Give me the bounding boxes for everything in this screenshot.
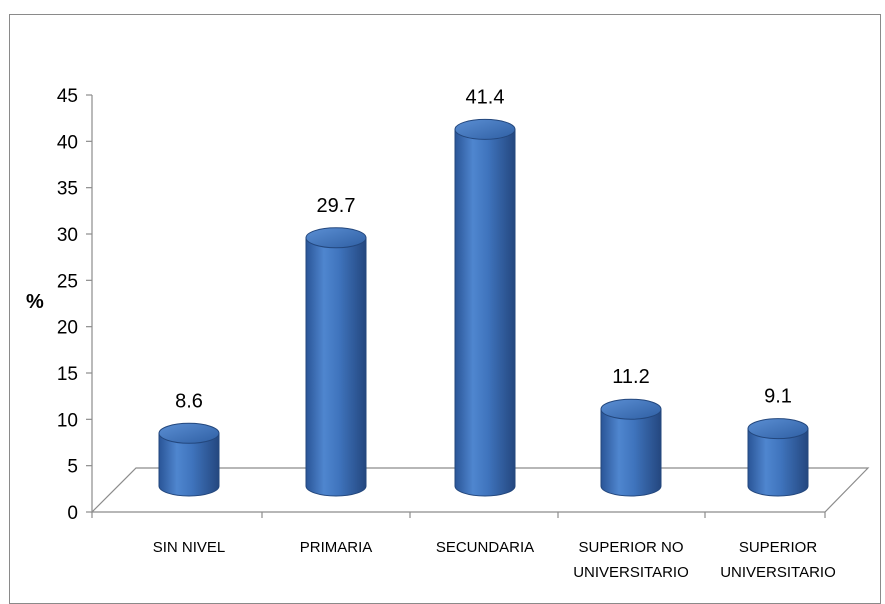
bar-0	[158, 422, 220, 497]
y-tick-label: 30	[57, 225, 78, 246]
bars	[158, 118, 809, 497]
bar-2	[454, 118, 516, 497]
y-tick-label: 20	[57, 318, 78, 339]
bar-body	[600, 408, 662, 497]
category-label: UNIVERSITARIO	[573, 564, 689, 581]
data-label: 41.4	[466, 86, 505, 108]
data-label: 9.1	[764, 386, 792, 408]
bar-body	[454, 128, 516, 497]
y-tick-label: 15	[57, 364, 78, 385]
bar-body	[747, 428, 809, 497]
bar-body	[305, 237, 367, 497]
bar-body	[158, 432, 220, 497]
y-tick-label: 45	[57, 86, 78, 107]
bar-top	[454, 118, 516, 140]
bar-3	[600, 398, 662, 497]
bar-1	[305, 227, 367, 497]
category-label: SUPERIOR NO	[578, 539, 683, 556]
data-label: 8.6	[175, 390, 203, 412]
y-axis: 0 5 10 15 20 25 30 35 40 45%	[26, 86, 826, 524]
y-tick-label: 5	[67, 457, 78, 478]
category-label: PRIMARIA	[300, 539, 373, 556]
bar-4	[747, 418, 809, 497]
category-label: SIN NIVEL	[153, 539, 226, 556]
data-label: 29.7	[317, 195, 356, 217]
y-tick-label: 35	[57, 179, 78, 200]
bar-top	[747, 418, 809, 440]
category-label: UNIVERSITARIO	[720, 564, 836, 581]
bar-top	[158, 422, 220, 444]
category-label: SECUNDARIA	[436, 539, 534, 556]
bar-top	[600, 398, 662, 420]
y-tick-label: 0	[67, 503, 78, 524]
y-tick-label: 10	[57, 410, 78, 431]
labels: 8.6 SIN NIVEL 29.7 PRIMARIA 41.4 SECUNDARIA 11…	[153, 86, 836, 581]
y-axis-label: %	[26, 291, 44, 313]
y-tick-label: 40	[57, 132, 78, 153]
y-tick-label: 25	[57, 271, 78, 292]
category-label: SUPERIOR	[739, 539, 818, 556]
bar-top	[305, 227, 367, 249]
data-label: 11.2	[612, 366, 649, 388]
